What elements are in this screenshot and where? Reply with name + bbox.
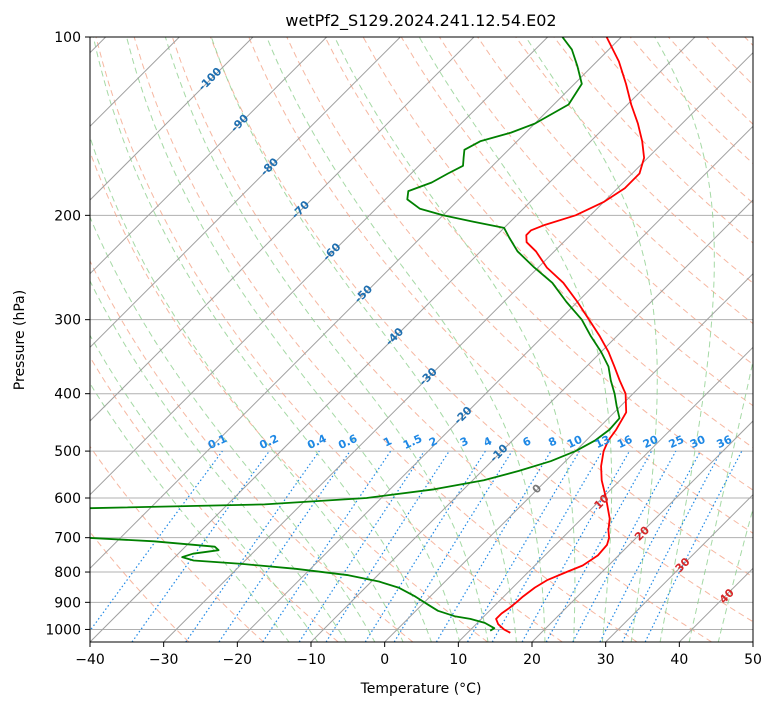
mixing-ratio-line	[393, 450, 513, 642]
mixing-ratio-line	[218, 450, 351, 642]
isotherm-line	[90, 37, 475, 422]
x-tick-label: −40	[75, 652, 105, 668]
x-tick-label: −20	[223, 652, 253, 668]
y-tick-label: 1000	[45, 622, 81, 638]
mixing-ratio-line	[644, 450, 743, 642]
moist-adiabat-line	[418, 37, 613, 642]
dewpoint-profile-line	[90, 37, 621, 632]
dry-adiabat-line	[90, 356, 339, 642]
moist-adiabat-line	[717, 506, 753, 642]
isotherm-line	[90, 37, 696, 642]
moist-adiabat-line	[92, 37, 432, 642]
isotherm-line	[236, 125, 753, 642]
chart-title: wetPf2_S129.2024.241.12.54.E02	[285, 11, 556, 31]
mixing-ratio-line	[545, 450, 653, 642]
y-tick-label: 500	[54, 444, 81, 460]
isotherm-line	[90, 37, 622, 570]
isotherm-line	[90, 37, 401, 349]
moist-adiabat-line	[90, 334, 319, 642]
isotherm-line	[90, 37, 549, 496]
dry-adiabat-line	[90, 259, 414, 642]
moist-adiabat-line	[90, 382, 290, 642]
y-tick-label: 200	[54, 208, 81, 224]
mixing-ratio-line	[325, 450, 450, 642]
plot-frame	[89, 36, 754, 643]
dry-adiabat-line	[515, 37, 753, 284]
y-tick-label: 900	[54, 595, 81, 611]
x-tick-label: 50	[744, 652, 762, 668]
isotherm-line	[90, 37, 328, 275]
moist-adiabat-line	[90, 279, 347, 642]
moist-adiabat-line	[266, 37, 546, 642]
mixing-ratio-label: 20	[641, 433, 661, 451]
moist-adiabat-line	[90, 215, 376, 642]
dry-adiabat-line	[324, 37, 753, 491]
dry-adiabat-line	[90, 445, 264, 642]
y-axis-title: Pressure (hPa)	[12, 290, 28, 390]
isotherm-line	[310, 199, 753, 642]
mixing-ratio-line	[185, 450, 320, 642]
y-tick-label: 300	[54, 313, 81, 329]
isotherm-line	[457, 346, 753, 642]
isotherm-line	[531, 420, 753, 642]
moist-adiabat-line	[90, 135, 404, 642]
mixing-ratio-label: 36	[715, 433, 735, 451]
x-tick-label: 40	[670, 652, 688, 668]
x-tick-label: 0	[380, 652, 389, 668]
moist-adiabat-line	[210, 37, 518, 642]
mixing-ratio-line	[131, 450, 270, 642]
dry-adiabat-line	[95, 37, 563, 642]
mixing-ratio-line	[262, 450, 392, 642]
y-tick-label: 700	[54, 531, 81, 547]
moist-adiabat-line	[688, 358, 753, 642]
mixing-ratio-label: 16	[615, 433, 635, 451]
y-tick-label: 100	[54, 30, 81, 46]
x-tick-label: 10	[449, 652, 467, 668]
dry-adiabat-line	[133, 37, 638, 642]
x-tick-label: −10	[296, 652, 326, 668]
x-tick-label: −30	[149, 652, 179, 668]
x-tick-label: 20	[523, 652, 541, 668]
moist-adiabat-line	[525, 37, 658, 642]
y-tick-label: 800	[54, 565, 81, 581]
y-tick-label: 600	[54, 491, 81, 507]
isotherm-line	[90, 37, 254, 201]
mixing-ratio-label: 25	[667, 433, 686, 451]
mixing-ratio-label: 10	[565, 433, 585, 451]
x-axis-title: Temperature (°C)	[360, 681, 482, 697]
x-tick-label: 30	[597, 652, 615, 668]
dry-adiabat-line	[248, 37, 753, 578]
dry-adiabat-line	[171, 37, 712, 642]
isotherm-line	[605, 493, 753, 642]
dry-adiabat-line	[286, 37, 753, 534]
mixing-ratio-line	[572, 450, 677, 642]
isotherm-line	[163, 51, 753, 642]
mixing-ratio-line	[90, 450, 223, 632]
moist-adiabat-line	[334, 37, 576, 642]
dry-adiabat-line	[210, 37, 753, 623]
mixing-ratio-label: 13	[593, 433, 612, 451]
moist-adiabat-line	[164, 37, 489, 642]
temperature-profile-line	[495, 37, 645, 634]
moist-adiabat-line	[654, 37, 715, 642]
isotherm-line	[384, 272, 753, 642]
mixing-ratio-label: 30	[688, 433, 708, 451]
y-tick-label: 400	[54, 387, 81, 403]
